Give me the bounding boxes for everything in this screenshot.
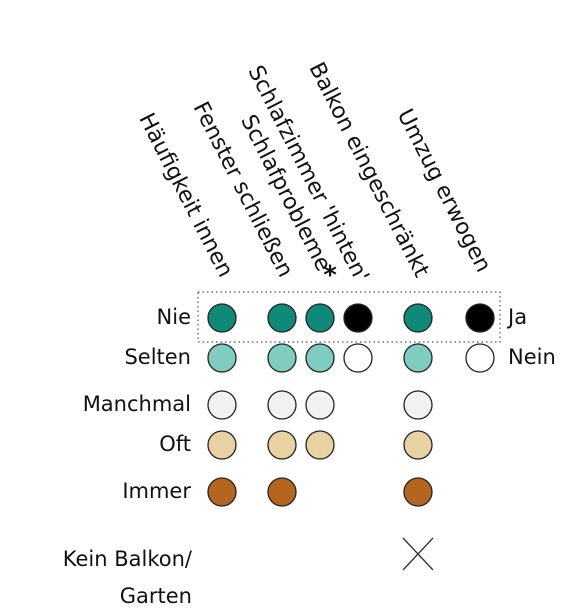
binary-dot bbox=[343, 303, 373, 333]
scale-dot bbox=[267, 390, 297, 420]
row-label: Manchmal bbox=[83, 392, 191, 416]
scale-dot bbox=[207, 477, 237, 507]
column-marker: * bbox=[323, 261, 337, 291]
scale-dot bbox=[207, 303, 237, 333]
scale-dot bbox=[207, 390, 237, 420]
row-label: Kein Balkon/ bbox=[63, 547, 193, 571]
row-label: Oft bbox=[159, 432, 191, 456]
scale-dot bbox=[305, 303, 335, 333]
scale-dot bbox=[403, 343, 433, 373]
scale-dot bbox=[207, 343, 237, 373]
row-label: Nie bbox=[157, 305, 191, 329]
scale-dot bbox=[207, 430, 237, 460]
row-label: Garten bbox=[120, 584, 192, 608]
scale-dot bbox=[403, 477, 433, 507]
scale-dot bbox=[267, 343, 297, 373]
scale-dot bbox=[305, 390, 335, 420]
binary-label: Ja bbox=[506, 305, 527, 329]
scale-dot bbox=[305, 430, 335, 460]
binary-label: Nein bbox=[508, 345, 556, 369]
scale-dot bbox=[267, 303, 297, 333]
row-label: Immer bbox=[122, 479, 191, 503]
scale-dot bbox=[403, 390, 433, 420]
scale-dot bbox=[267, 477, 297, 507]
binary-dot bbox=[465, 303, 495, 333]
row-label: Selten bbox=[124, 345, 191, 369]
scale-dot bbox=[267, 430, 297, 460]
binary-dot bbox=[465, 343, 495, 373]
scale-dot bbox=[403, 303, 433, 333]
scale-dot bbox=[305, 343, 335, 373]
none-cross bbox=[402, 537, 434, 571]
binary-dot bbox=[343, 343, 373, 373]
scale-dot bbox=[403, 430, 433, 460]
